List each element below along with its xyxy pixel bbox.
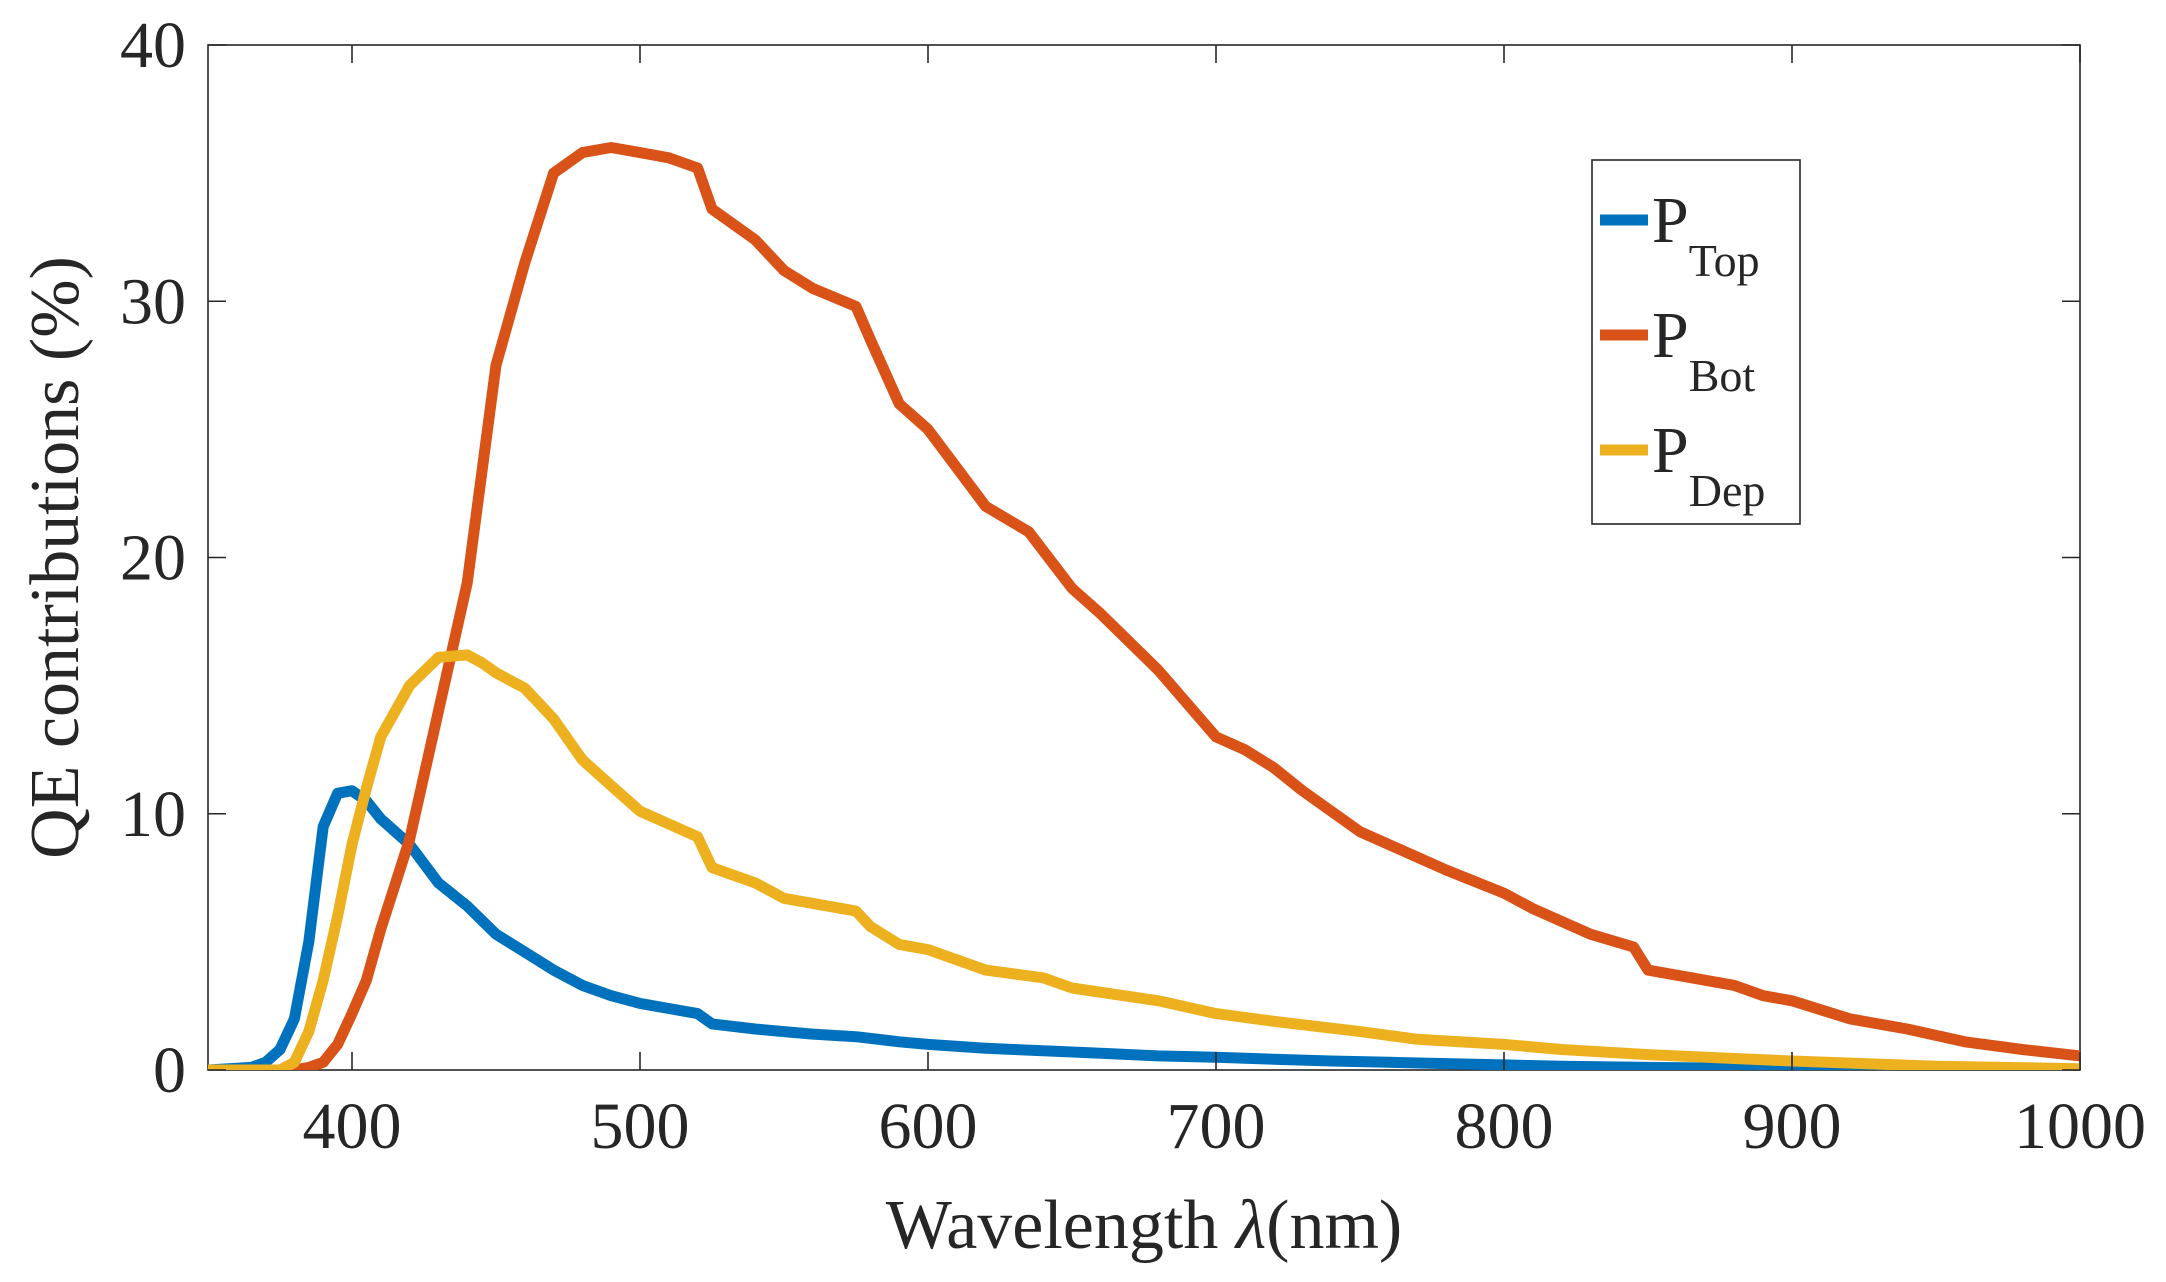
series-line-top <box>208 785 2080 1070</box>
series-line-dep <box>208 649 2080 1070</box>
y-tick-label: 10 <box>120 778 186 851</box>
legend-label-bot: PBot <box>1652 299 1755 401</box>
x-tick-label: 700 <box>1167 1090 1266 1163</box>
y-tick-label: 40 <box>120 9 186 82</box>
axes-layer: 400 500 600 700 800 900 1000 0 10 20 30 40 Wavelengt… <box>17 9 2146 1264</box>
x-tick-label: 1000 <box>2014 1090 2146 1163</box>
x-tick-label: 800 <box>1455 1090 1554 1163</box>
x-tick-label: 600 <box>879 1090 978 1163</box>
legend-label-dep: PDep <box>1652 414 1765 516</box>
legend-label-top: PTop <box>1652 184 1760 286</box>
y-tick-label: 20 <box>120 522 186 595</box>
x-axis-title: Wavelength λ(nm) <box>886 1187 1402 1264</box>
x-tick-label: 400 <box>303 1090 402 1163</box>
x-tick-label: 500 <box>591 1090 690 1163</box>
y-axis-title: QE contributions (%) <box>17 256 94 859</box>
x-tick-label: 900 <box>1743 1090 1842 1163</box>
y-tick-label: 0 <box>153 1034 186 1107</box>
legend: PTop PBot PDep <box>1591 159 1801 525</box>
series-line-bot <box>208 142 2080 1070</box>
y-tick-label: 30 <box>120 265 186 338</box>
series-layer <box>208 142 2080 1070</box>
